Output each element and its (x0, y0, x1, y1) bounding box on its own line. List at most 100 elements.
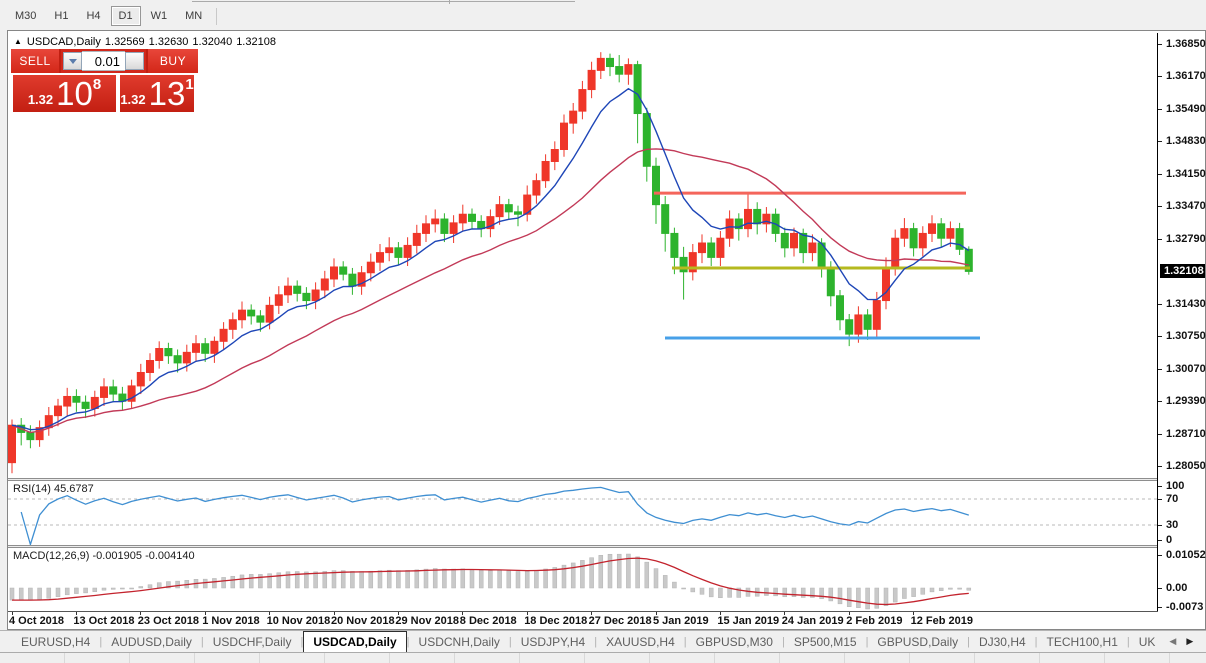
time-axis-label: 15 Jan 2019 (717, 615, 780, 627)
lot-size-input[interactable] (82, 51, 125, 71)
lot-increase-button[interactable] (125, 52, 144, 70)
chart-tab-uk[interactable]: UK (1138, 634, 1156, 649)
chart-tab-usdjpy-h4[interactable]: USDJPY,H4 (520, 634, 586, 649)
tab-scroll-right-icon[interactable]: ▶ (1186, 636, 1194, 646)
rsi-indicator-label: RSI(14) 45.6787 (13, 483, 94, 495)
macd-signal-line (12, 557, 969, 606)
tab-separator: | (781, 635, 785, 648)
candlestick-series (8, 52, 973, 474)
pane-splitter[interactable] (8, 478, 1158, 481)
chart-tab-dj30-h4[interactable]: DJ30,H4 (978, 634, 1026, 649)
chart-tab-tech100-h1[interactable]: TECH100,H1 (1046, 634, 1118, 649)
price-axis-label: 1.30070 (1166, 362, 1206, 375)
rsi-axis-tick (1158, 525, 1162, 526)
toolbar-separator (216, 7, 218, 25)
time-axis-label: 13 Oct 2018 (73, 615, 135, 627)
horizontal-scrollbar[interactable] (0, 652, 1206, 663)
timeframe-button-h1[interactable]: H1 (54, 10, 69, 22)
price-axis-tick (1158, 44, 1162, 45)
tab-separator: | (865, 635, 869, 648)
time-scale[interactable]: 4 Oct 2018 13 Oct 2018 23 Oct 2018 1 Nov 20… (8, 612, 1158, 629)
rsi-axis-tick (1158, 499, 1162, 500)
macd-axis-tick (1158, 607, 1162, 608)
time-axis-tick (719, 612, 721, 615)
tab-separator: | (594, 635, 598, 648)
chart-tab-usdcad-daily[interactable]: USDCAD,Daily (303, 631, 407, 652)
time-axis-label: 5 Jan 2019 (653, 615, 709, 627)
time-axis-label: 18 Dec 2018 (524, 615, 588, 627)
tab-scroll-left-icon[interactable]: ◀ (1169, 636, 1177, 646)
sell-price-prefix: 1.32 (27, 92, 54, 107)
tab-separator: | (1034, 635, 1038, 648)
price-axis-label: 1.31430 (1166, 297, 1206, 310)
chart-tab-gbpusd-daily[interactable]: GBPUSD,Daily (877, 634, 959, 649)
lot-size-stepper (61, 49, 146, 73)
timeframe-button-d1[interactable]: D1 (110, 6, 141, 26)
buy-price-prefix: 1.32 (120, 92, 146, 107)
time-axis-tick (655, 612, 657, 615)
pane-splitter[interactable] (8, 545, 1158, 548)
time-axis-tick (11, 612, 13, 615)
time-axis-label: 29 Nov 2018 (395, 615, 459, 627)
chart-tab-gbpusd-m30[interactable]: GBPUSD,M30 (695, 634, 773, 649)
time-axis-label: 4 Oct 2018 (9, 615, 65, 627)
time-axis-tick (591, 612, 593, 615)
time-axis-label: 8 Dec 2018 (459, 615, 517, 627)
timeframe-button-w1[interactable]: W1 (150, 10, 168, 22)
rsi-level-lines (8, 498, 1157, 526)
buy-price-point: 1 (185, 76, 194, 93)
tab-separator: | (406, 635, 410, 648)
chart-plot-area[interactable] (8, 33, 1158, 612)
sell-price-pips: 10 (56, 75, 93, 112)
price-axis-label: 1.34830 (1166, 135, 1206, 148)
buy-button[interactable]: BUY (146, 49, 198, 73)
chart-tab-usdchf-daily[interactable]: USDCHF,Daily (212, 634, 292, 649)
buy-price-display[interactable]: 1.32 13 1 (120, 75, 194, 112)
price-axis-label: 1.30750 (1166, 330, 1206, 343)
time-axis-tick (913, 612, 915, 615)
ma-slow-line (11, 148, 969, 434)
chart-tab-audusd-daily[interactable]: AUDUSD,Daily (111, 634, 192, 649)
price-axis-label: 1.28710 (1166, 427, 1206, 440)
price-axis-tick (1158, 206, 1162, 208)
chart-tab-xauusd-h4[interactable]: XAUUSD,H4 (606, 634, 675, 649)
time-axis-tick (784, 612, 786, 615)
timeframe-button-mn[interactable]: MN (185, 10, 203, 22)
tab-separator: | (683, 635, 687, 648)
timeframe-button-h4[interactable]: H4 (86, 10, 101, 22)
time-axis-tick (140, 612, 142, 615)
macd-histogram (9, 553, 972, 610)
sell-price-display[interactable]: 1.32 10 8 (13, 75, 116, 112)
price-scale[interactable]: 1.36850 1.36170 1.35490 1.34830 1.34150 1.334… (1158, 33, 1206, 613)
chart-tab-usdcnh-daily[interactable]: USDCNH,Daily (418, 634, 500, 649)
time-axis-tick (397, 612, 399, 615)
rsi-axis-tick (1158, 486, 1162, 487)
sell-button[interactable]: SELL (11, 49, 61, 73)
chart-tab-eurusd-h4[interactable]: EURUSD,H4 (21, 634, 91, 649)
tab-separator: | (1126, 635, 1130, 648)
lot-decrease-button[interactable] (63, 52, 82, 70)
macd-axis-label: -0.0073 (1166, 601, 1204, 613)
price-axis-label: 1.33470 (1166, 200, 1206, 213)
ma-fast-line (11, 87, 970, 431)
macd-axis-tick (1158, 588, 1162, 589)
time-axis-label: 12 Feb 2019 (910, 615, 973, 627)
chevron-down-icon (68, 58, 77, 64)
upper-toolbar-remnant (192, 1, 575, 2)
chart-tab-bar: EURUSD,H4 | AUDUSD,Daily | USDCHF,Daily | USDC… (0, 630, 1206, 652)
price-axis-label: 1.28050 (1166, 460, 1206, 472)
time-axis-tick (269, 612, 271, 615)
collapse-panel-icon[interactable]: ▲ (14, 37, 22, 46)
rsi-axis-label: 70 (1166, 493, 1179, 505)
time-axis-label: 23 Oct 2018 (137, 615, 199, 627)
price-axis-tick (1158, 173, 1162, 175)
price-axis-label: 1.32790 (1166, 232, 1206, 245)
buy-price-pips: 13 (148, 75, 186, 112)
chart-tab-sp500-m15[interactable]: SP500,M15 (793, 634, 857, 649)
symbol-title: USDCAD,Daily (26, 36, 101, 48)
time-axis-label: 27 Dec 2018 (588, 615, 652, 627)
price-axis-tick (1158, 401, 1162, 403)
price-axis-tick (1158, 141, 1162, 143)
timeframe-button-m30[interactable]: M30 (15, 10, 37, 22)
chart-ohlc-header: ▲ USDCAD,Daily 1.32569 1.32630 1.32040 1.3210… (14, 36, 280, 48)
